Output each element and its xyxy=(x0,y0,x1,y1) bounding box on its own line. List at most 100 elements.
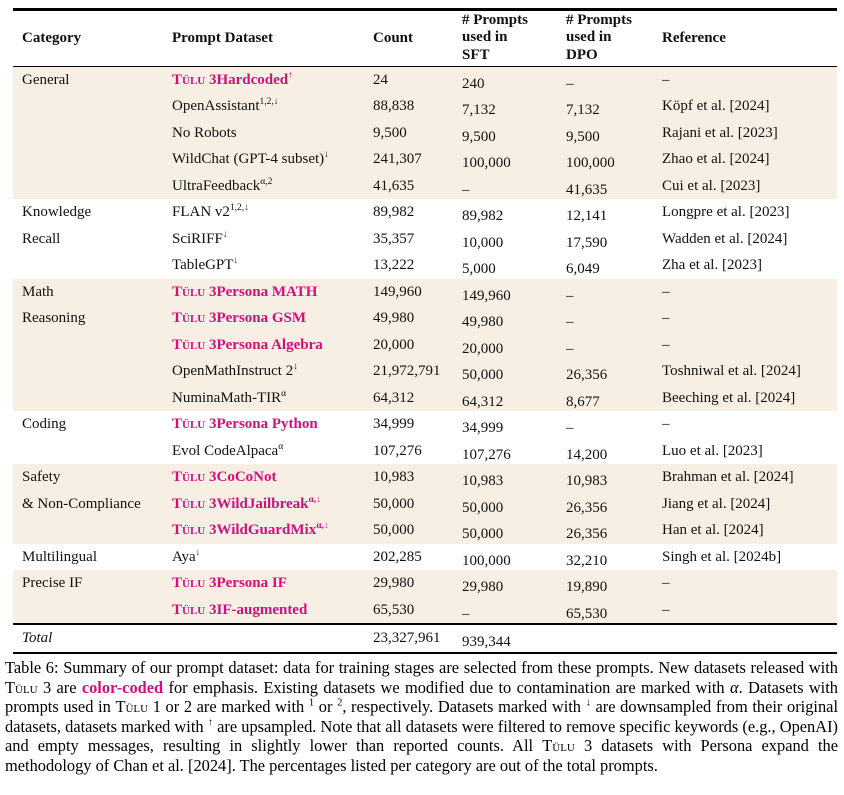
category-group: Math Reasoning Tülu 3Persona MATH 149,960 14… xyxy=(13,278,837,412)
category-label: Math Reasoning xyxy=(22,279,172,332)
category-spacer xyxy=(22,120,172,147)
caption-segment: 1 or 2 are marked with xyxy=(148,697,309,716)
table-row: SciRIFF↓ 35,357 10,000 17,590 Wadden et al. … xyxy=(13,226,837,253)
sft-cell: 107,276 xyxy=(462,446,511,463)
table-row: Tülu 3Persona Python 34,999 34,999– – xyxy=(13,411,837,438)
dpo-cell: 17,590 xyxy=(566,234,608,251)
sft-cell: 50,000 xyxy=(462,526,504,543)
dataset-superscript: ↓ xyxy=(293,362,298,373)
dpo-cell: 19,890 xyxy=(566,579,608,596)
sft-cell: 10,000 xyxy=(462,234,504,251)
reference-cell: – xyxy=(662,575,670,592)
count-cell: 241,307 xyxy=(373,151,422,168)
reference-cell: – xyxy=(662,416,670,433)
count-cell: 202,285 xyxy=(373,548,422,565)
dataset-brand: Tülu 3 xyxy=(172,283,217,300)
header-line: # Prompts xyxy=(566,11,632,28)
caption-segment: are downsampled from their original data… xyxy=(5,697,839,736)
category-spacer xyxy=(22,252,172,279)
category-line: Knowledge xyxy=(22,204,92,221)
sft-cell: 100,000 xyxy=(462,552,511,569)
caption-segment: are upsampled. Note that all datasets we… xyxy=(5,716,838,756)
dataset-superscript: ↓ xyxy=(324,150,329,161)
count-cell: 29,980 xyxy=(373,575,415,592)
reference-cell: Köpf et al. [2024] xyxy=(662,98,770,115)
reference-cell: Cui et al. [2023] xyxy=(662,177,761,194)
sft-cell: 50,000 xyxy=(462,499,504,516)
dpo-cell: – xyxy=(566,287,574,304)
table-row: Evol CodeAlpacaα 107,276 107,276 14,200 Luo … xyxy=(13,438,837,465)
count-cell: 24 xyxy=(373,71,388,88)
dataset-brand: Tülu 3 xyxy=(172,495,217,512)
caption-segment: 3 datasets with Persona expand the metho… xyxy=(5,736,838,775)
reference-cell: – xyxy=(662,601,670,618)
caption-segment: Table 6: Summary of our prompt dataset: … xyxy=(5,658,838,677)
sft-cell: 5,000 xyxy=(462,261,496,278)
dataset-cell: WildChat (GPT-4 subset)↓ xyxy=(172,146,373,173)
category-line: Reasoning xyxy=(22,310,86,327)
dataset-brand: Tülu 3 xyxy=(172,336,217,353)
table-row: Tülu 3WildGuardMixα,↓ 50,000 50,000 26,356 H… xyxy=(13,517,837,544)
category-group: Precise IF Tülu 3Persona IF 29,980 29,980 19… xyxy=(13,570,837,624)
column-header-prompts-sft: # Prompts used in SFT xyxy=(462,12,566,65)
sft-cell: 149,960 xyxy=(462,287,511,304)
dataset-cell: Tülu 3Persona IF xyxy=(172,570,373,597)
sft-cell: 20,000 xyxy=(462,340,504,357)
category-label: Safety & Non-Compliance xyxy=(22,464,172,517)
category-line: & Non-Compliance xyxy=(22,495,141,512)
table-caption: Table 6: Summary of our prompt dataset: … xyxy=(5,658,838,775)
dataset-name: Persona IF xyxy=(216,575,287,592)
sft-cell: 49,980 xyxy=(462,314,504,331)
count-cell: 149,960 xyxy=(373,283,422,300)
dataset-name: Evol CodeAlpaca xyxy=(172,442,279,459)
count-cell: 50,000 xyxy=(373,495,415,512)
table-row: NuminaMath-TIRα 64,312 64,312 8,677 Beeching… xyxy=(13,385,837,412)
caption-segment: 3 are xyxy=(37,677,82,697)
category-spacer xyxy=(22,358,172,385)
sft-cell: 64,312 xyxy=(462,393,504,410)
table-row: OpenAssistant1,2,↓ 88,838 7,132 7,132 Köpf e… xyxy=(13,93,837,120)
reference-cell: Zha et al. [2023] xyxy=(662,257,762,274)
category-line: Precise IF xyxy=(22,575,83,592)
sft-cell: 240 xyxy=(462,75,485,92)
sft-cell: – xyxy=(462,181,470,198)
total-dpo-empty xyxy=(566,625,662,652)
count-cell: 20,000 xyxy=(373,336,415,353)
dpo-cell: – xyxy=(566,340,574,357)
table-bottom-rule xyxy=(13,651,837,655)
table-header-row: Category Prompt Dataset Count # Prompts … xyxy=(13,11,837,66)
dataset-superscript: α,2 xyxy=(260,176,273,187)
table-body: General Tülu 3Hardcoded↑ 24 240– – OpenAssist… xyxy=(13,66,837,624)
table-total-rule xyxy=(13,623,837,625)
dataset-name: FLAN v2 xyxy=(172,204,230,221)
reference-cell: Wadden et al. [2024] xyxy=(662,230,788,247)
category-group: Multilingual Aya↓ 202,285 100,000 32,210 Sing… xyxy=(13,544,837,571)
dataset-name: Persona MATH xyxy=(216,283,318,300)
reference-cell: Longpre et al. [2023] xyxy=(662,204,790,221)
dpo-cell: 6,049 xyxy=(566,261,600,278)
dataset-superscript: ↑ xyxy=(288,70,293,81)
caption-segment: , respectively. Datasets marked with xyxy=(342,697,586,716)
reference-cell: – xyxy=(662,310,670,327)
dataset-superscript: ↓ xyxy=(195,547,201,558)
sft-cell: 89,982 xyxy=(462,208,504,225)
count-cell: 10,983 xyxy=(373,469,415,486)
dataset-brand: Tülu 3 xyxy=(172,416,217,433)
category-group: General Tülu 3Hardcoded↑ 24 240– – OpenAssist… xyxy=(13,66,837,200)
sft-cell: 9,500 xyxy=(462,128,496,145)
dataset-name: Persona GSM xyxy=(216,310,307,327)
dataset-name: Hardcoded xyxy=(216,71,289,88)
dpo-cell: – xyxy=(566,314,574,331)
dataset-cell: TableGPT↓ xyxy=(172,252,373,279)
dataset-name: Persona Python xyxy=(216,416,318,433)
reference-cell: Luo et al. [2023] xyxy=(662,442,763,459)
count-cell: 9,500 xyxy=(373,124,407,141)
sft-cell: – xyxy=(462,605,470,622)
table-row: Tülu 3Persona IF 29,980 29,980 19,890– xyxy=(13,570,837,597)
dataset-name: CoCoNot xyxy=(216,469,277,486)
total-sft: 939,344 xyxy=(462,633,511,650)
dataset-cell: Tülu 3WildGuardMixα,↓ xyxy=(172,517,373,544)
dataset-name: SciRIFF xyxy=(172,230,223,247)
dpo-cell: 14,200 xyxy=(566,446,608,463)
dataset-cell: SciRIFF↓ xyxy=(172,226,373,253)
